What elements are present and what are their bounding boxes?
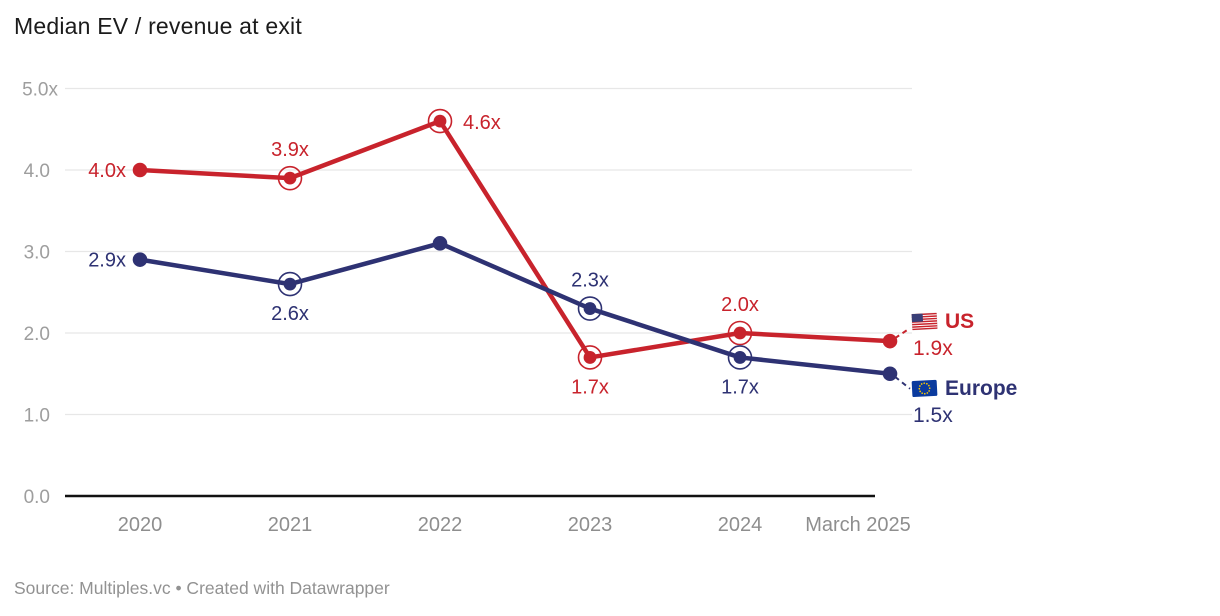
- us-point-label-2020: 4.0x: [88, 160, 126, 182]
- europe-series-label: Europe 1.5x: [911, 378, 1017, 426]
- us-series-name: US: [945, 310, 975, 333]
- europe-point-2023[interactable]: [583, 302, 597, 315]
- us-point-2024[interactable]: [733, 326, 747, 340]
- us-point-2020[interactable]: [132, 162, 148, 178]
- eu-flag-icon: [911, 379, 938, 398]
- us-series-value: 1.9x: [913, 337, 953, 360]
- x-tick-2024: 2024: [718, 514, 763, 536]
- us-point-ring-2023: [577, 345, 603, 370]
- y-tick-1.0: 1.0: [24, 406, 50, 427]
- europe-series-value: 1.5x: [913, 404, 953, 427]
- x-tick-2020: 2020: [118, 514, 163, 536]
- x-tick-2023: 2023: [568, 514, 613, 536]
- europe-point-2021[interactable]: [283, 277, 297, 291]
- europe-point-label-2024: 1.7x: [721, 376, 759, 398]
- y-tick-3.0: 3.0: [24, 243, 50, 264]
- us-point-ring-2022: [427, 108, 453, 134]
- us-line: [137, 118, 893, 360]
- y-tick-0.0: 0.0: [24, 487, 50, 508]
- x-tick-2021: 2021: [268, 514, 313, 536]
- us-point-ring-2024: [727, 320, 753, 346]
- us-point-label-2021: 3.9x: [271, 139, 309, 161]
- europe-point-March 2025[interactable]: [882, 366, 898, 382]
- y-tick-4.0: 4.0: [24, 161, 50, 182]
- europe-point-2020[interactable]: [132, 252, 148, 267]
- europe-line: [137, 241, 893, 376]
- us-legend-connector: [894, 327, 911, 339]
- us-point-2021[interactable]: [283, 171, 297, 185]
- europe-point-ring-2024: [727, 345, 753, 370]
- europe-point-2024[interactable]: [733, 351, 747, 364]
- us-point-ring-2021: [277, 165, 303, 191]
- x-tick-2022: 2022: [418, 514, 463, 536]
- europe-point-ring-2021: [277, 271, 303, 297]
- europe-point-label-2021: 2.6x: [271, 303, 309, 325]
- us-point-label-2024: 2.0x: [721, 294, 759, 316]
- us-point-label-2023: 1.7x: [571, 376, 609, 398]
- europe-point-2022[interactable]: [432, 236, 448, 251]
- y-tick-5.0x: 5.0x: [22, 80, 58, 101]
- x-tick-March 2025: March 2025: [805, 514, 911, 536]
- us-series-label: US 1.9x: [911, 311, 974, 359]
- europe-point-label-2020: 2.9x: [88, 250, 126, 272]
- us-point-2023[interactable]: [583, 351, 597, 364]
- chart-title: Median EV / revenue at exit: [14, 13, 302, 39]
- y-tick-2.0: 2.0: [24, 324, 50, 345]
- us-point-March 2025[interactable]: [882, 333, 898, 349]
- europe-point-ring-2023: [577, 296, 603, 321]
- us-flag-icon: [911, 312, 938, 331]
- line-chart-canvas: 5.0x 4.0 3.0 2.0 1.0 0.0 2020 2021 2022 2023 2024 M…: [22, 80, 912, 536]
- europe-series-name: Europe: [945, 377, 1018, 400]
- source-attribution: Source: Multiples.vc • Created with Data…: [14, 578, 390, 598]
- us-point-label-2022: 4.6x: [463, 112, 501, 134]
- us-point-2022[interactable]: [433, 114, 447, 128]
- europe-legend-connector: [894, 375, 911, 390]
- europe-point-label-2023: 2.3x: [571, 270, 609, 292]
